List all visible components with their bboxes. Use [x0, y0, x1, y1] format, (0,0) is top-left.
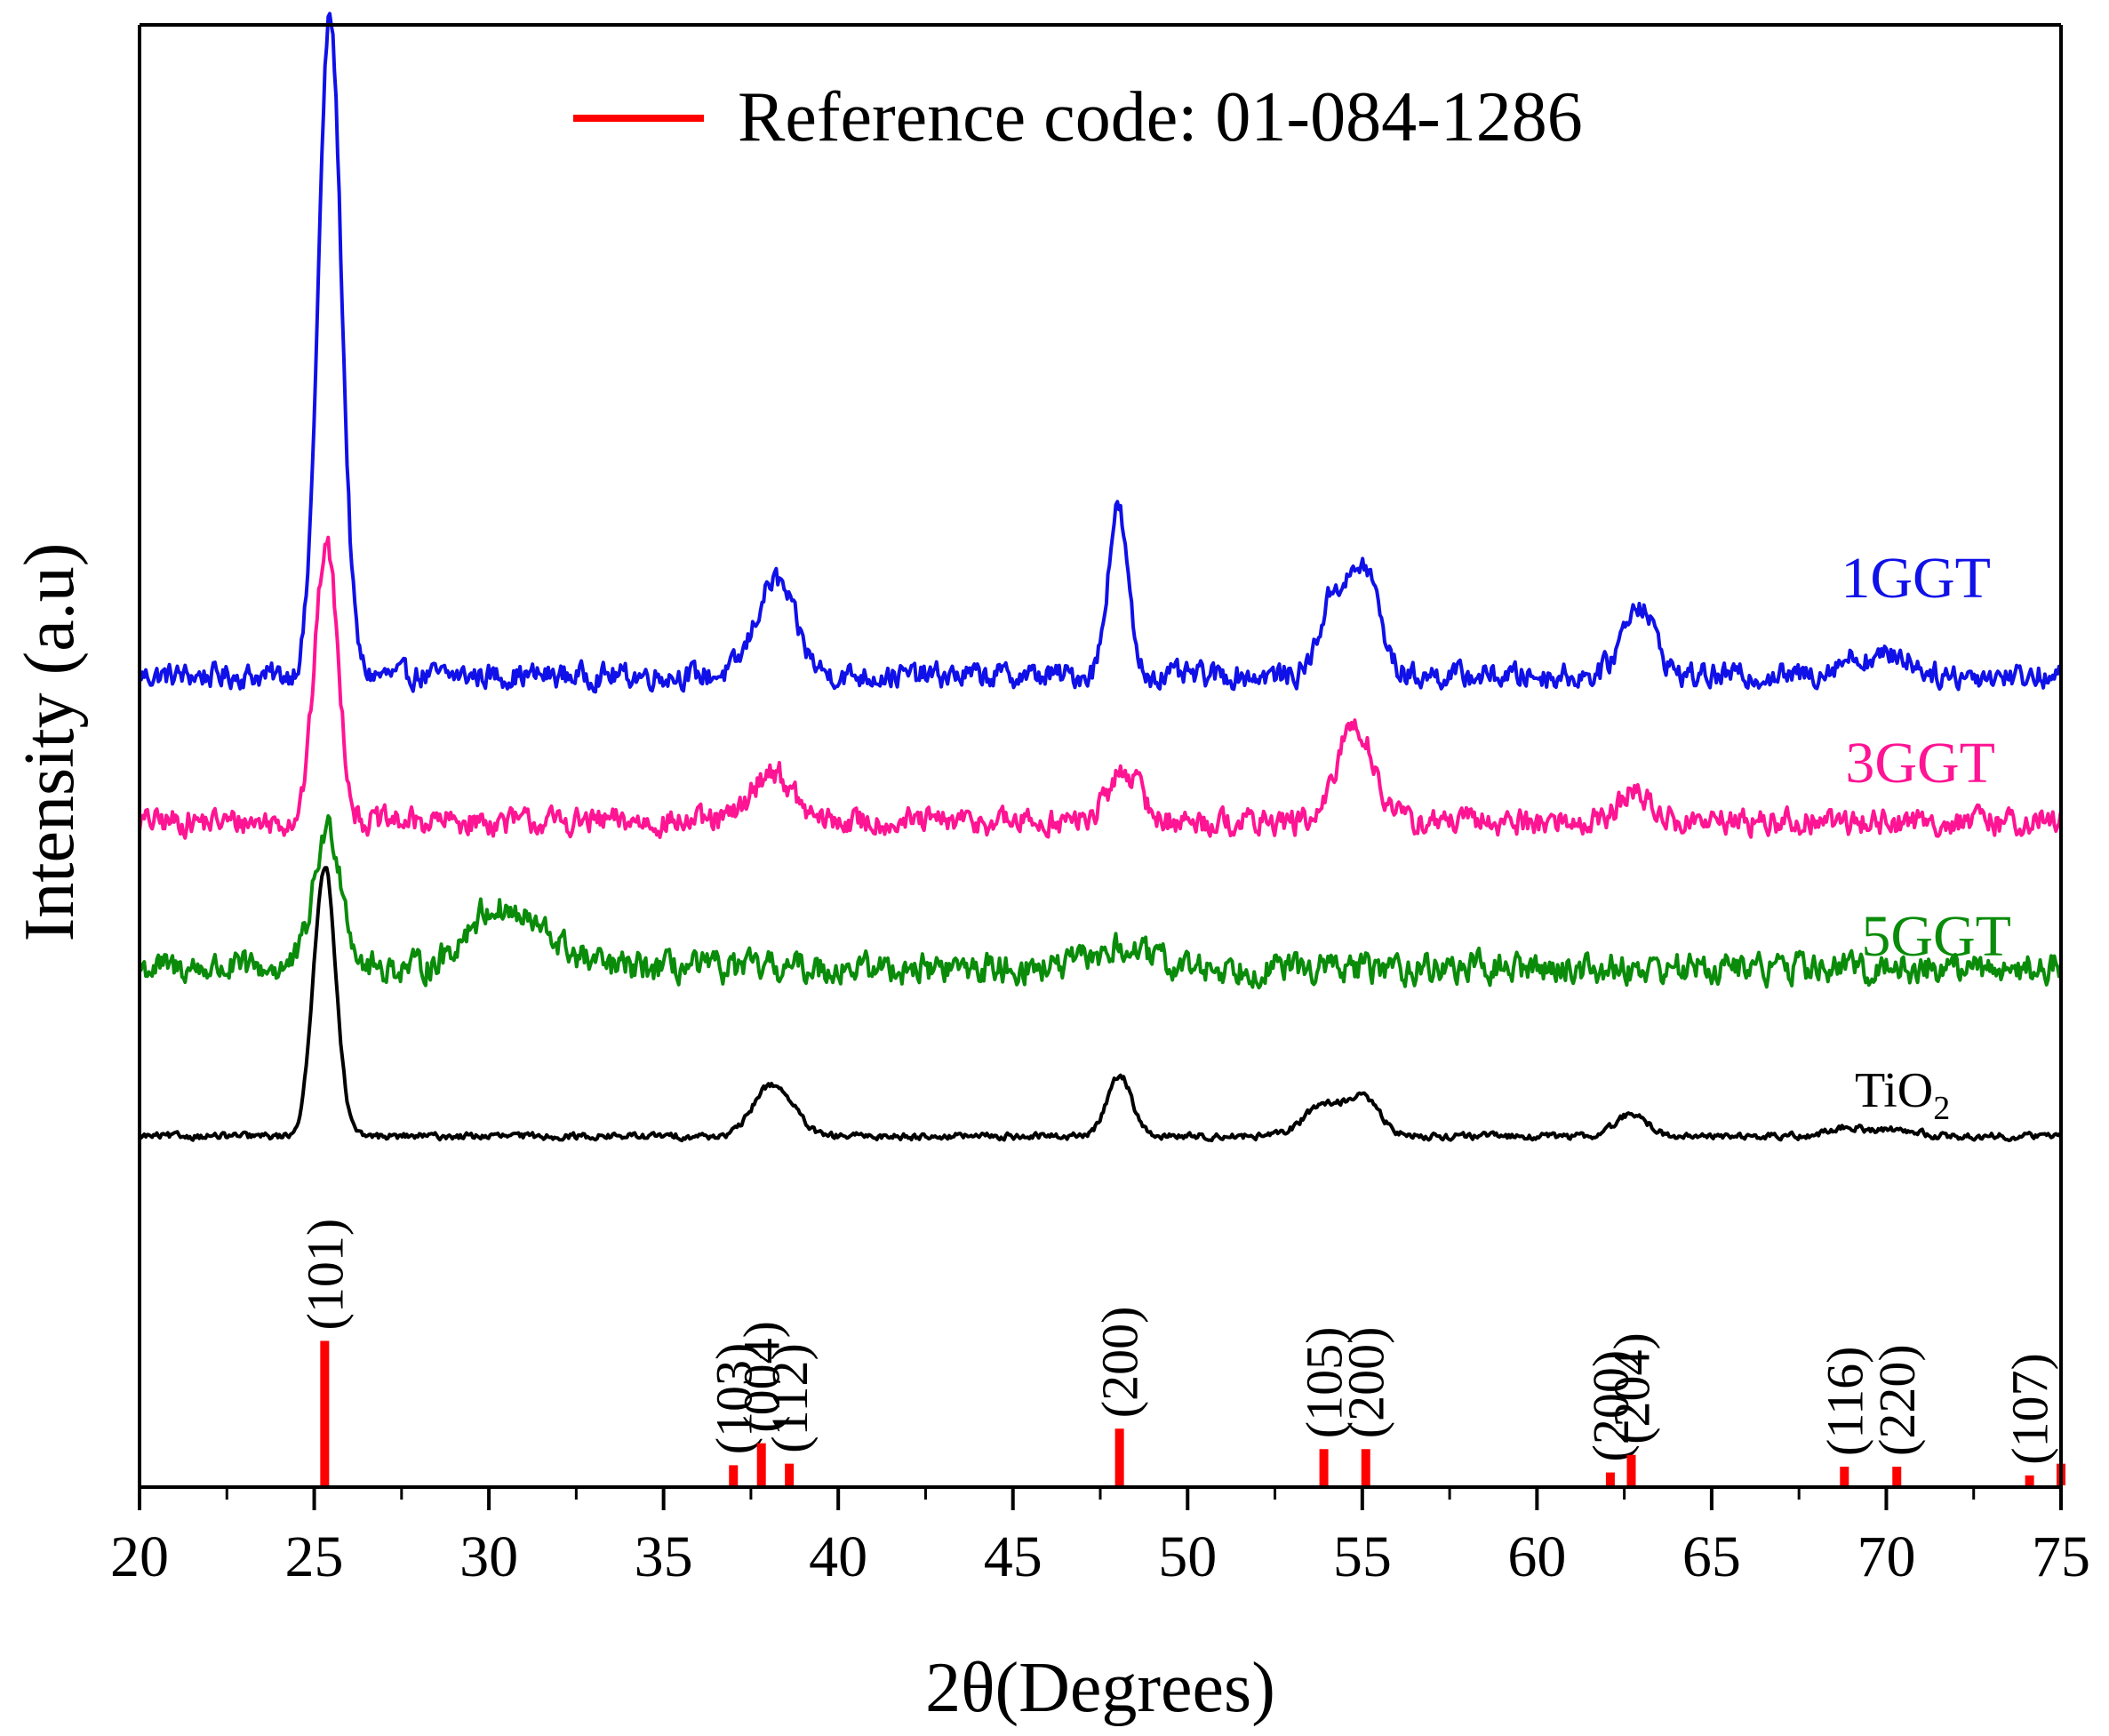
legend: Reference code: 01-084-1286 — [573, 78, 1583, 156]
x-tick-label: 55 — [1333, 1524, 1392, 1589]
hkl-label: (200) — [1091, 1307, 1149, 1419]
x-tick-label: 45 — [984, 1524, 1043, 1589]
hkl-label: (112) — [761, 1343, 819, 1452]
y-axis-title: Intensity (a.u) — [11, 543, 89, 942]
x-axis-title: 2θ(Degrees) — [925, 1649, 1275, 1727]
hkl-label: (105) — [1296, 1327, 1354, 1439]
x-tick-label: 65 — [1682, 1524, 1741, 1589]
x-tick-label: 50 — [1158, 1524, 1217, 1589]
x-tick-label: 75 — [2032, 1524, 2090, 1589]
legend-label-reference: Reference code: 01-084-1286 — [738, 78, 1583, 156]
axes-frame — [138, 23, 2063, 1489]
series-line-5GGT — [138, 814, 2063, 990]
x-tick-label: 25 — [285, 1524, 344, 1589]
x-tick-label: 40 — [809, 1524, 867, 1589]
series-line-3GGT — [138, 535, 2063, 840]
hkl-label: (200) — [1338, 1327, 1395, 1439]
x-tick-label: 20 — [110, 1524, 169, 1589]
hkl-label: (101) — [296, 1219, 354, 1331]
x-tick-label: 35 — [635, 1524, 693, 1589]
series-label-TiO2: TiO2 — [1855, 1063, 1950, 1127]
series-label-3GGT: 3GGT — [1845, 731, 1995, 796]
hkl-label: (103) — [705, 1343, 763, 1455]
x-tick-label: 70 — [1857, 1524, 1915, 1589]
hkl-label: (004) — [733, 1321, 791, 1433]
series-layer — [138, 12, 2063, 1143]
x-tick-label: 60 — [1507, 1524, 1566, 1589]
x-tick-label: 30 — [459, 1524, 518, 1589]
series-line-1GGT — [138, 12, 2063, 694]
hkl-label: (116) — [1816, 1347, 1873, 1456]
hkl-label: (107) — [2001, 1353, 2059, 1465]
series-label-5GGT: 5GGT — [1861, 904, 2011, 969]
series-line-TiO2 — [138, 866, 2063, 1143]
x-axis-ticks: 20 25 30 35 40 45 50 55 60 65 70 75 — [110, 1487, 2090, 1589]
hkl-label: (220) — [1868, 1344, 1926, 1456]
series-label-TiO2-sub: 2 — [1933, 1090, 1950, 1127]
series-label-TiO2-main: TiO — [1855, 1063, 1933, 1118]
hkl-label: (200) — [1582, 1350, 1640, 1462]
hkl-label: (204) — [1603, 1332, 1661, 1444]
series-label-1GGT: 1GGT — [1841, 546, 1991, 611]
reference-pattern: (101)(103)(004)(112) (200) (105)(200) (200)… — [296, 1219, 2065, 1485]
